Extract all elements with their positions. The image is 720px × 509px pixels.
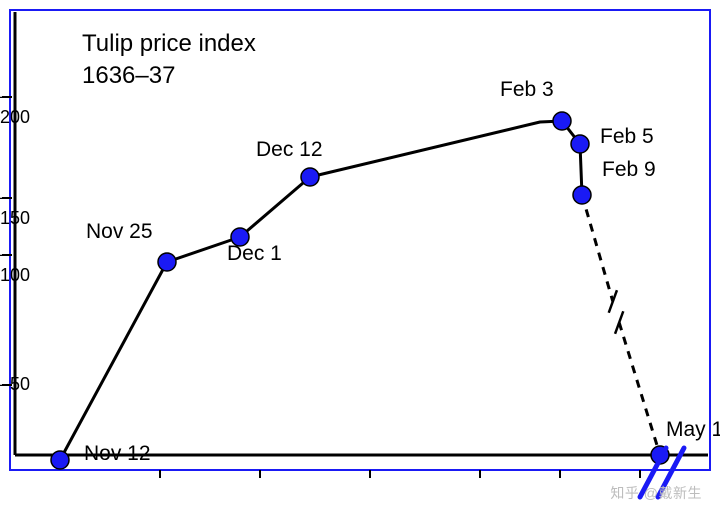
point-label-nov25: Nov 25 <box>86 220 153 244</box>
data-point-feb3 <box>553 112 571 130</box>
data-point-nov12 <box>51 451 69 469</box>
data-point-dec12 <box>301 168 319 186</box>
point-label-feb9: Feb 9 <box>602 158 656 182</box>
data-point-feb9 <box>573 186 591 204</box>
y-tick-label: –150 <box>0 187 38 229</box>
data-point-nov25 <box>158 253 176 271</box>
data-point-feb5 <box>571 135 589 153</box>
point-label-dec1: Dec 1 <box>227 242 282 266</box>
point-label-may1: May 1 <box>666 418 720 442</box>
y-tick-label: –200 <box>0 86 38 128</box>
y-tick-label: –50 <box>0 374 38 395</box>
y-tick-label: –100 <box>0 244 38 286</box>
point-label-dec12: Dec 12 <box>256 138 323 162</box>
chart-title-line1: Tulip price index <box>82 30 256 58</box>
chart-frame: Tulip price index 1636–37 –50 –100 –150 –20… <box>0 0 720 509</box>
chart-title-line2: 1636–37 <box>82 62 175 90</box>
point-label-feb5: Feb 5 <box>600 125 654 149</box>
point-label-nov12: Nov 12 <box>84 442 151 466</box>
point-label-feb3: Feb 3 <box>500 78 554 102</box>
